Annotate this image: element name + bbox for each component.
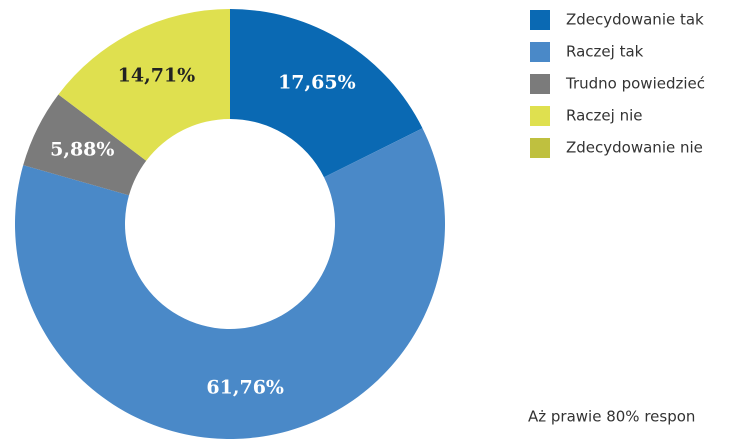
slice-label: 14,71% [118,64,196,86]
slice [14,128,445,439]
legend-swatch [530,138,550,158]
slice [58,9,231,161]
legend-swatch [530,74,550,94]
slice-label: 17,65% [278,72,356,94]
legend-text: Raczej tak [566,43,644,61]
legend-text: Zdecydowanie tak [566,11,704,29]
legend-swatch [530,42,550,62]
slice-label: 61,76% [206,376,284,398]
annotation: Aż prawie 80% respon [528,408,695,426]
legend-swatch [530,10,550,30]
legend-text: Raczej nie [566,107,642,125]
legend-swatch [530,106,550,126]
legend-text: Zdecydowanie nie [566,139,703,157]
legend-text: Trudno powiedzieć [565,75,705,93]
slice [23,94,147,196]
slice [230,9,423,178]
slice-label: 5,88% [50,138,114,160]
